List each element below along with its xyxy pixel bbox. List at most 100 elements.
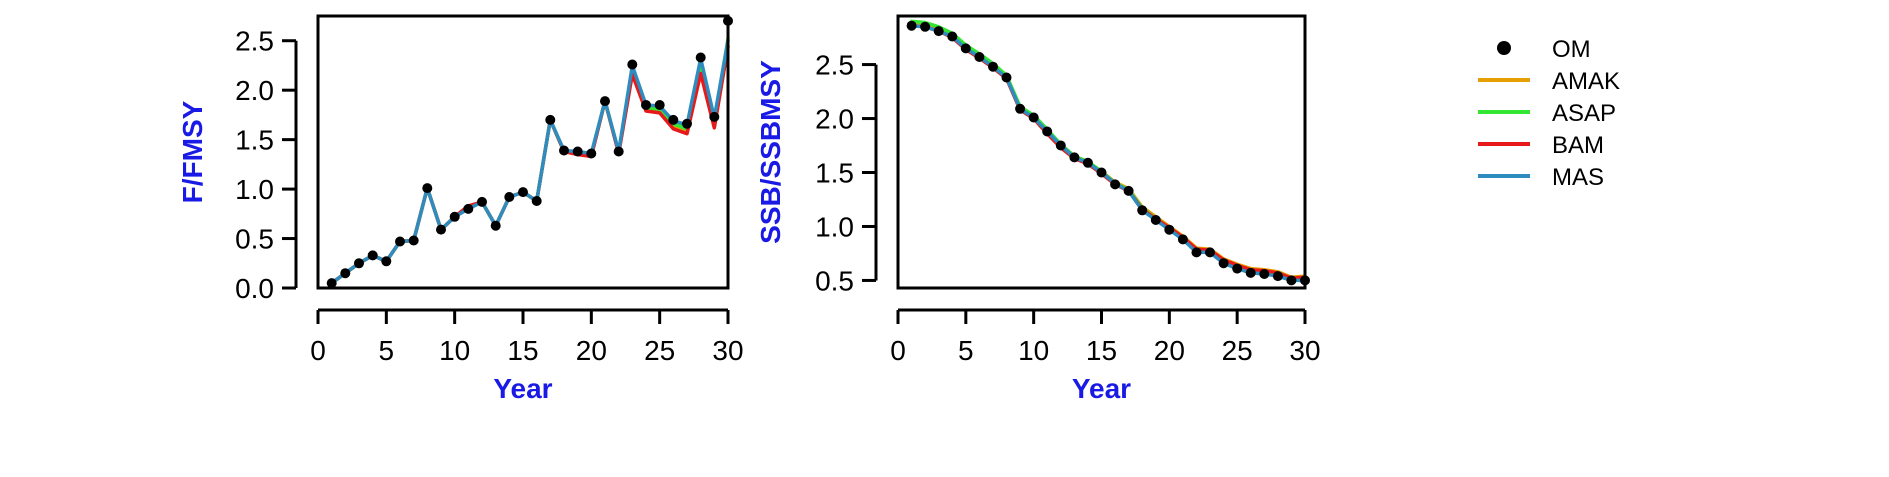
data-point-om	[1001, 72, 1012, 83]
legend-item-bam: BAM	[1478, 132, 1604, 159]
data-point-om	[463, 203, 474, 214]
y-tick-label: 2.0	[815, 104, 854, 135]
data-point-om	[381, 256, 392, 267]
data-point-om	[395, 236, 405, 247]
legend-marker-om	[1497, 41, 1511, 55]
x-tick-label: 20	[1154, 335, 1185, 366]
legend: OM AMAK ASAP BAM MAS	[1478, 36, 1620, 191]
y-tick-label: 2.5	[815, 50, 854, 81]
data-point-om	[1096, 167, 1107, 178]
data-point-om	[682, 118, 692, 129]
x-tick-label: 25	[644, 335, 675, 366]
legend-label-bam: BAM	[1552, 132, 1604, 159]
data-point-om	[641, 100, 651, 110]
data-point-om	[326, 278, 337, 289]
series-line-amak	[329, 43, 730, 285]
data-point-om	[920, 21, 931, 32]
data-point-om	[933, 26, 944, 37]
data-point-om	[1272, 271, 1283, 282]
data-point-om	[974, 52, 985, 62]
data-point-om	[422, 183, 433, 194]
series-line-asap	[329, 36, 730, 285]
y-tick-label: 2.5	[235, 26, 274, 57]
data-point-om	[354, 258, 364, 269]
data-point-om	[1110, 179, 1121, 190]
legend-item-asap: ASAP	[1478, 100, 1616, 127]
x-tick-label: 10	[1018, 335, 1049, 366]
panel-f-fmsy: 0 5 10 15 20 25 30 0.0 0.5 1.0 1.5 2.0 2.5 Year F/FMSY	[177, 14, 744, 404]
data-point-om	[1205, 247, 1215, 258]
data-point-om	[477, 196, 487, 207]
x-tick-label: 30	[712, 335, 743, 366]
data-point-om	[531, 196, 542, 206]
data-point-om	[988, 61, 998, 72]
data-point-om	[1055, 140, 1066, 151]
data-point-om	[1232, 263, 1243, 274]
data-point-om	[668, 114, 679, 125]
data-point-om	[408, 235, 419, 246]
data-point-om	[572, 146, 583, 157]
y-axis-title: SSB/SSBMSY	[755, 60, 786, 244]
data-point-om	[709, 111, 720, 122]
x-tick-label: 20	[576, 335, 607, 366]
y-tick-label: 0.5	[815, 265, 854, 296]
series-line-mas	[909, 23, 1307, 283]
y-tick-label: 1.5	[815, 158, 854, 189]
legend-label-om: OM	[1552, 36, 1591, 63]
x-tick-label: 15	[507, 335, 538, 366]
x-tick-label: 0	[310, 335, 326, 366]
x-axis-title: Year	[493, 373, 552, 404]
legend-item-om: OM	[1497, 36, 1591, 63]
data-point-om	[1150, 215, 1161, 225]
data-point-om	[654, 100, 665, 110]
data-point-om	[947, 31, 958, 42]
legend-item-mas: MAS	[1478, 164, 1604, 191]
series-line-bam	[909, 23, 1307, 281]
y-tick-label: 2.0	[235, 75, 274, 106]
data-point-om	[695, 52, 706, 63]
x-tick-label: 15	[1086, 335, 1117, 366]
data-point-om	[586, 148, 597, 159]
panel-ssb-ssbmsy: 0 5 10 15 20 25 30 0.5 1.0 1.5 2.0 2.5 Year SSB/SSBMS…	[755, 14, 1321, 404]
plot-frame	[316, 14, 730, 290]
x-tick-label: 5	[958, 335, 974, 366]
data-point-om	[340, 268, 351, 279]
data-point-om	[1028, 112, 1039, 123]
data-point-om	[436, 224, 446, 235]
data-point-om	[600, 96, 610, 107]
data-point-om	[1245, 267, 1256, 278]
data-point-om	[1082, 157, 1093, 168]
data-point-om	[960, 43, 971, 54]
x-axis-title: Year	[1072, 373, 1131, 404]
data-point-om	[627, 59, 638, 70]
legend-item-amak: AMAK	[1478, 68, 1620, 95]
data-point-om	[559, 145, 569, 156]
data-point-om	[1177, 234, 1188, 245]
data-point-om	[1123, 185, 1134, 196]
series-line-amak	[909, 22, 1307, 279]
data-point-om	[518, 187, 528, 198]
x-tick-label: 30	[1289, 335, 1320, 366]
series-line-mas	[329, 38, 730, 285]
series-line-bam	[329, 44, 730, 285]
data-point-om	[1164, 224, 1175, 235]
data-point-om	[504, 192, 515, 202]
data-point-om	[545, 114, 556, 125]
y-tick-label: 1.5	[235, 125, 274, 156]
legend-label-mas: MAS	[1552, 164, 1604, 191]
y-tick-label: 0.0	[235, 273, 274, 304]
data-point-om	[1069, 152, 1080, 163]
x-tick-label: 0	[890, 335, 906, 366]
data-point-om	[1191, 247, 1202, 258]
data-point-om	[613, 146, 624, 157]
legend-label-asap: ASAP	[1552, 100, 1616, 127]
data-point-om	[1015, 103, 1026, 114]
data-point-om	[1259, 269, 1270, 279]
y-tick-label: 1.0	[815, 211, 854, 242]
x-tick-label: 10	[439, 335, 470, 366]
data-point-om	[906, 20, 917, 31]
y-axis-title: F/FMSY	[177, 100, 208, 203]
data-point-om	[1218, 258, 1229, 269]
data-point-om	[1042, 126, 1053, 137]
